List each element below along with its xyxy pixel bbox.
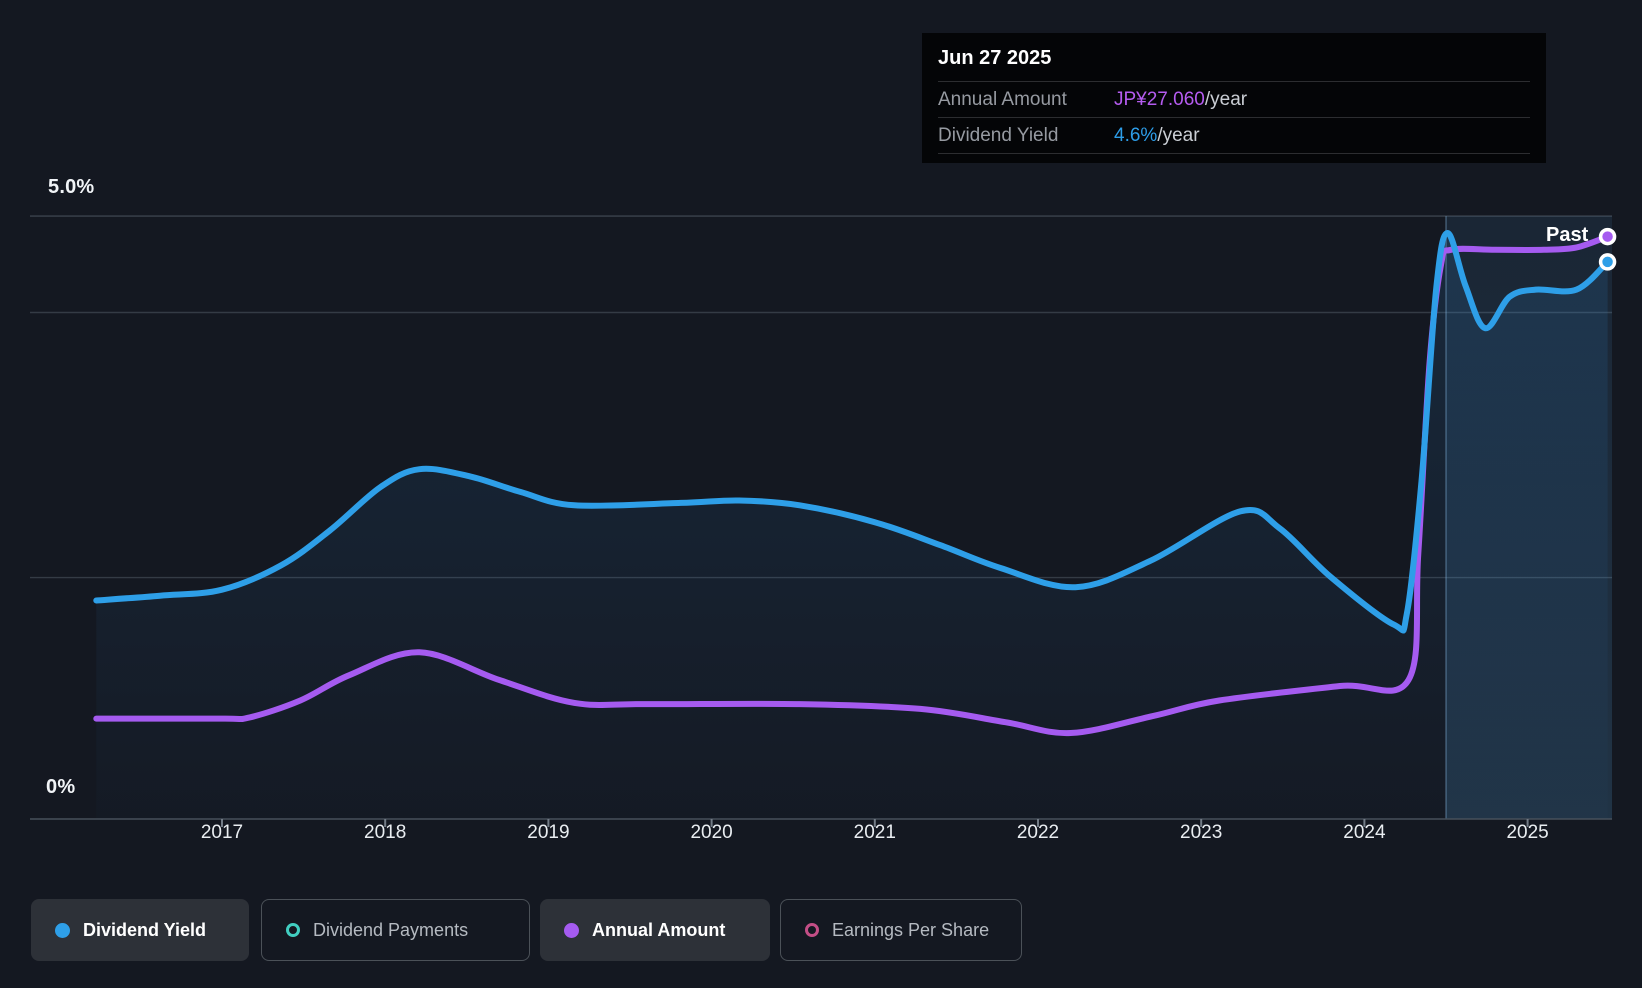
tooltip-date: Jun 27 2025 <box>938 47 1052 69</box>
legend-toggle-earnings-per-share[interactable]: Earnings Per Share <box>780 899 1022 961</box>
x-tick-label-2024: 2024 <box>1343 822 1386 843</box>
tooltip-row-dividend-yield: Dividend Yield 4.6% /year <box>938 117 1530 154</box>
tooltip-row-annual-amount: Annual Amount JP¥27.060 /year <box>938 81 1530 117</box>
past-region-label: Past <box>1546 224 1589 246</box>
x-tick-label-2018: 2018 <box>364 822 407 843</box>
earnings-per-share-swatch-icon <box>805 923 819 937</box>
dividend-yield-area <box>96 232 1608 819</box>
tooltip-value: 4.6% <box>1114 124 1158 146</box>
tooltip-label: Dividend Yield <box>938 124 1059 146</box>
x-tick-label-2019: 2019 <box>527 822 570 843</box>
legend-toggle-dividend-payments[interactable]: Dividend Payments <box>261 899 530 961</box>
legend-toggle-annual-amount[interactable]: Annual Amount <box>540 899 770 961</box>
tooltip-unit: /year <box>1204 88 1248 110</box>
x-tick-label-2025: 2025 <box>1506 822 1549 843</box>
x-tick-label-2020: 2020 <box>690 822 733 843</box>
tooltip-unit: /year <box>1157 124 1200 146</box>
legend-label: Earnings Per Share <box>832 919 990 940</box>
dividend-yield-swatch-icon <box>55 922 70 938</box>
tooltip-label: Annual Amount <box>938 88 1067 110</box>
chart-tooltip: Jun 27 2025 Annual Amount JP¥27.060 /yea… <box>922 33 1546 163</box>
legend-toggle-dividend-yield[interactable]: Dividend Yield <box>31 899 249 961</box>
x-tick-label-2021: 2021 <box>853 822 896 843</box>
x-tick-label-2017: 2017 <box>200 822 244 843</box>
x-tick-label-2023: 2023 <box>1180 822 1223 843</box>
dividend-payments-swatch-icon <box>286 923 300 937</box>
annual-amount-end-marker <box>1598 227 1617 246</box>
tooltip-value: JP¥27.060 <box>1114 88 1205 110</box>
legend-label: Dividend Yield <box>83 919 207 940</box>
dividend-yield-line <box>93 229 1611 634</box>
y-axis-max-label: 5.0% <box>48 176 95 198</box>
dividend-yield-end-marker <box>1598 253 1617 271</box>
legend-label: Dividend Payments <box>313 919 469 940</box>
y-axis-min-label: 0% <box>46 776 76 798</box>
x-tick-label-2022: 2022 <box>1016 822 1060 843</box>
legend-label: Annual Amount <box>592 919 726 940</box>
annual-amount-swatch-icon <box>564 922 579 938</box>
